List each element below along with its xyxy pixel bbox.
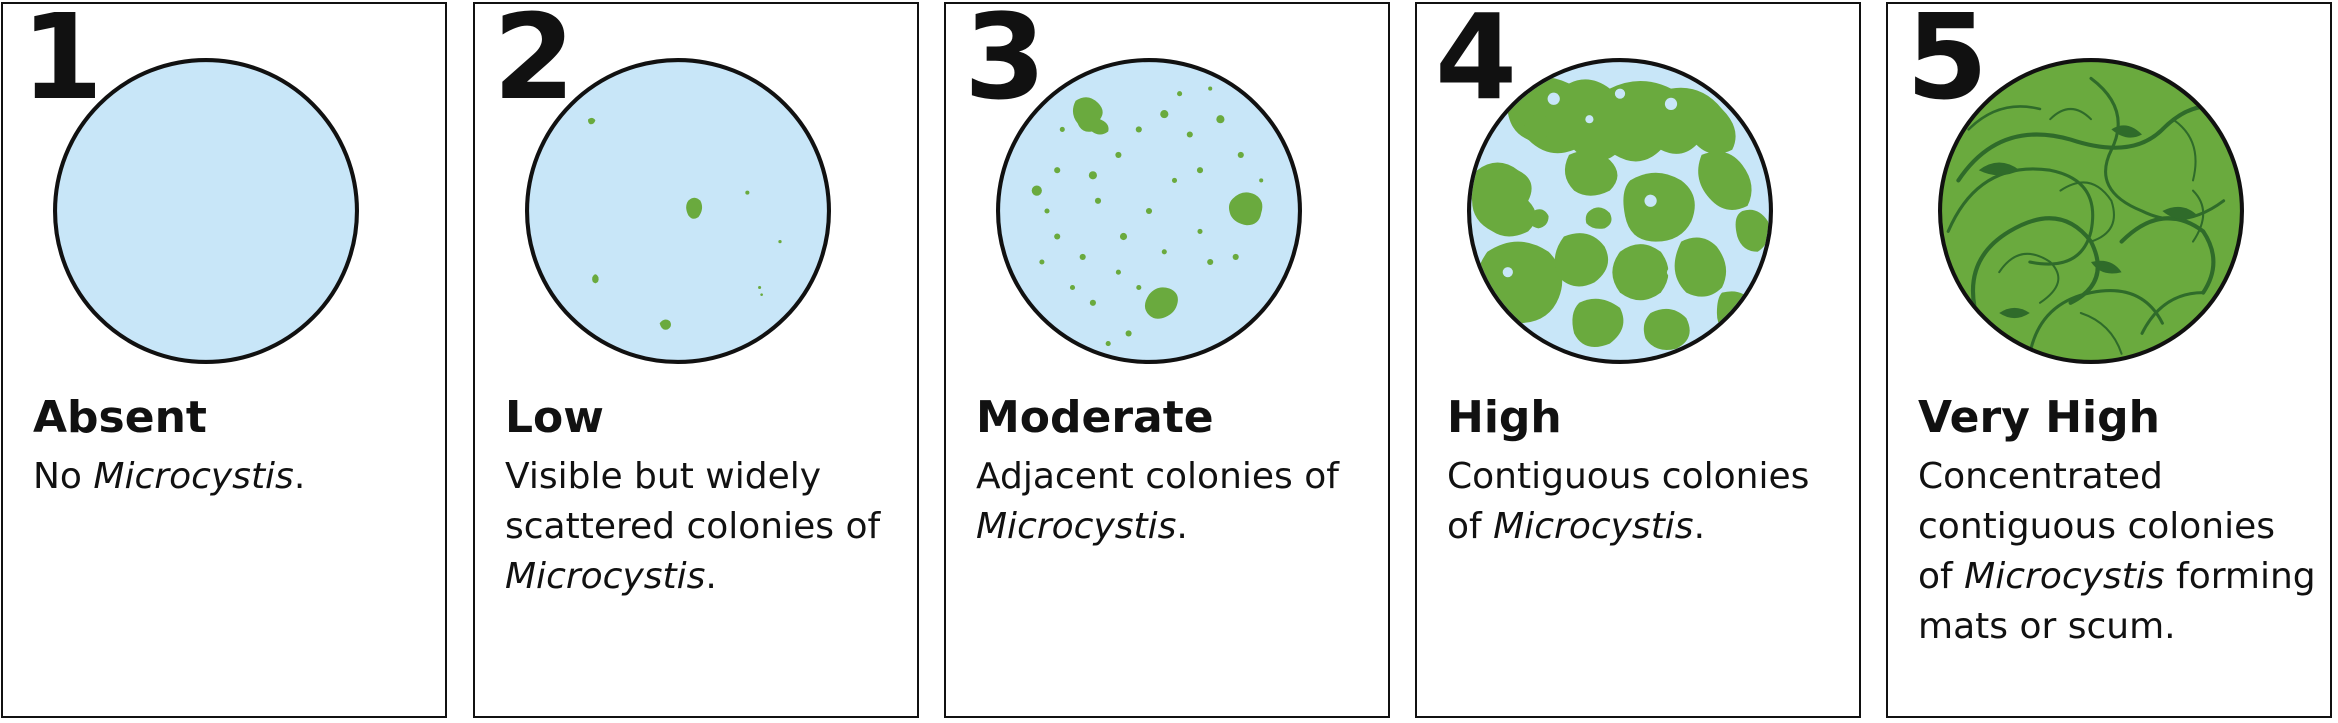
level-description: Adjacent colonies of Microcystis. bbox=[976, 456, 1339, 547]
level-number: 3 bbox=[964, 0, 1046, 126]
petri-dish-absent bbox=[53, 58, 359, 364]
level-card-3: 3 bbox=[944, 0, 1390, 718]
level-number: 5 bbox=[1906, 0, 1988, 126]
level-title: Absent bbox=[33, 392, 207, 443]
petri-dish-high bbox=[1467, 58, 1773, 364]
level-title: High bbox=[1447, 392, 1562, 443]
level-card-5: 5 bbox=[1886, 0, 2332, 718]
level-description: Contiguous colonies of Microcystis. bbox=[1447, 456, 1810, 547]
petri-dish-very-high bbox=[1938, 58, 2244, 364]
level-description: Concentrated contiguous colonies of Micr… bbox=[1918, 456, 2316, 647]
level-title: Very High bbox=[1918, 392, 2160, 443]
level-title: Moderate bbox=[976, 392, 1214, 443]
level-number: 1 bbox=[21, 0, 103, 126]
level-number: 2 bbox=[493, 0, 575, 126]
level-description: Visible but widely scattered colonies of… bbox=[505, 456, 881, 597]
level-card-1: 1 Absent No Microcystis. bbox=[1, 0, 447, 718]
level-card-4: 4 bbox=[1415, 0, 1861, 718]
level-number: 4 bbox=[1435, 0, 1517, 126]
petri-dish-low bbox=[525, 58, 831, 364]
level-description: No Microcystis. bbox=[33, 456, 306, 497]
level-title: Low bbox=[505, 392, 604, 443]
level-card-2: 2 Low Visible but widely scattered colon… bbox=[473, 0, 919, 718]
petri-dish-moderate bbox=[996, 58, 1302, 364]
